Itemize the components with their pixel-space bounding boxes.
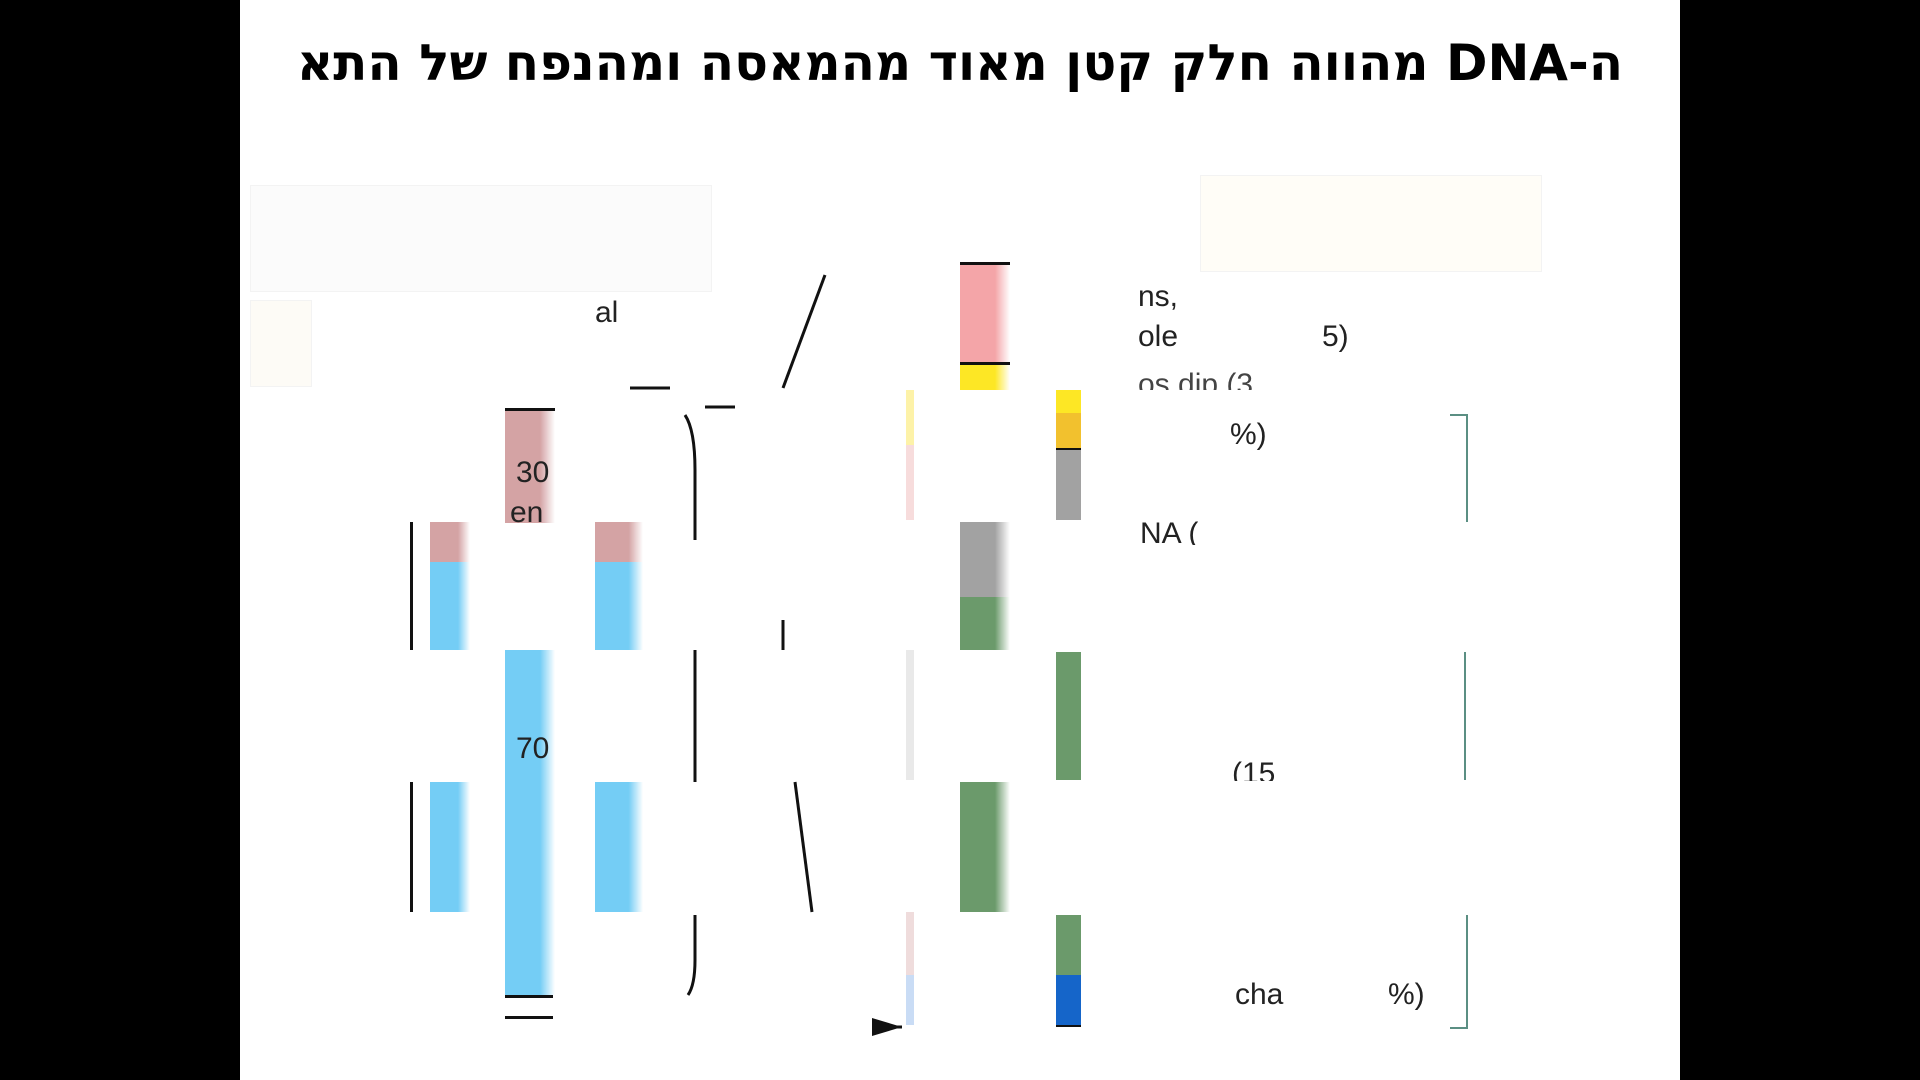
left-bar-copy-blue-4 [595, 782, 643, 912]
right-bracket-segment [1464, 652, 1466, 780]
right-bar-amber [1056, 413, 1081, 448]
middle-strip-pink [906, 390, 914, 520]
label-os-dip: os dip (3 [1138, 368, 1254, 390]
right-bar-gray-2 [960, 522, 1010, 597]
label-ole: ole [1138, 320, 1179, 353]
right-bar-top-edge [960, 262, 1010, 265]
right-bracket [1450, 915, 1468, 1029]
label-pct-30: 30 [516, 456, 550, 489]
left-bar-copy-pink [430, 522, 470, 562]
left-bar-sky-blue [505, 650, 555, 995]
slide-canvas: ה-DNA מהווה חלק קטן מאוד מהמאסה ומהנפח ש… [240, 0, 1680, 1080]
label-cha: cha [1235, 978, 1284, 1011]
label-ns: ns, [1138, 280, 1179, 313]
left-bar-bottom-edge [505, 1016, 553, 1019]
vertical-rule [410, 522, 413, 650]
middle-strip-light [906, 650, 914, 780]
right-bar-divider-2 [1056, 448, 1081, 450]
left-bar-dusty-pink [505, 408, 555, 523]
right-bar-green [960, 597, 1010, 650]
right-bar-green-3 [960, 782, 1010, 912]
middle-strip-light-2 [906, 912, 914, 975]
label-paren-close-1: 5) [1322, 320, 1349, 353]
label-na: NA ( [1140, 517, 1199, 545]
connector-lines [630, 274, 902, 1036]
label-percent-close: %) [1230, 418, 1267, 451]
label-en: en [510, 496, 544, 529]
right-bar-blue [1056, 975, 1081, 1025]
right-bar-gray [1056, 450, 1081, 520]
left-bar-copy-pink-2 [595, 522, 643, 562]
left-bar-copy-blue-2 [595, 562, 643, 650]
middle-strip-light-blue [906, 975, 914, 1025]
background-ghost-box [250, 300, 312, 387]
right-bar-green-4 [1056, 915, 1081, 975]
label-al: al [595, 296, 619, 329]
slide-title: ה-DNA מהווה חלק קטן מאוד מהמאסה ומהנפח ש… [296, 34, 1624, 92]
left-bar-bottom-edge [505, 995, 553, 998]
background-ghost-box [250, 185, 712, 292]
right-bar-yellow [960, 365, 1010, 390]
left-bar-top-edge [505, 408, 555, 411]
right-bar-bottom-edge [1056, 1025, 1081, 1027]
label-percent-close-2: %) [1388, 978, 1425, 1011]
right-bar-pink [960, 263, 1010, 363]
right-bar-divider [960, 362, 1010, 365]
right-bracket [1450, 414, 1468, 522]
background-ghost-box [1200, 175, 1542, 272]
left-bar-copy-blue-3 [430, 782, 470, 912]
left-bar-copy-blue [430, 562, 470, 650]
vertical-rule [410, 782, 413, 912]
middle-strip-yellow [906, 390, 914, 445]
label-paren-15: (15 [1232, 757, 1276, 781]
label-pct-70: 70 [516, 732, 550, 765]
right-bar-yellow-2 [1056, 390, 1081, 413]
right-bar-green-2 [1056, 652, 1081, 780]
